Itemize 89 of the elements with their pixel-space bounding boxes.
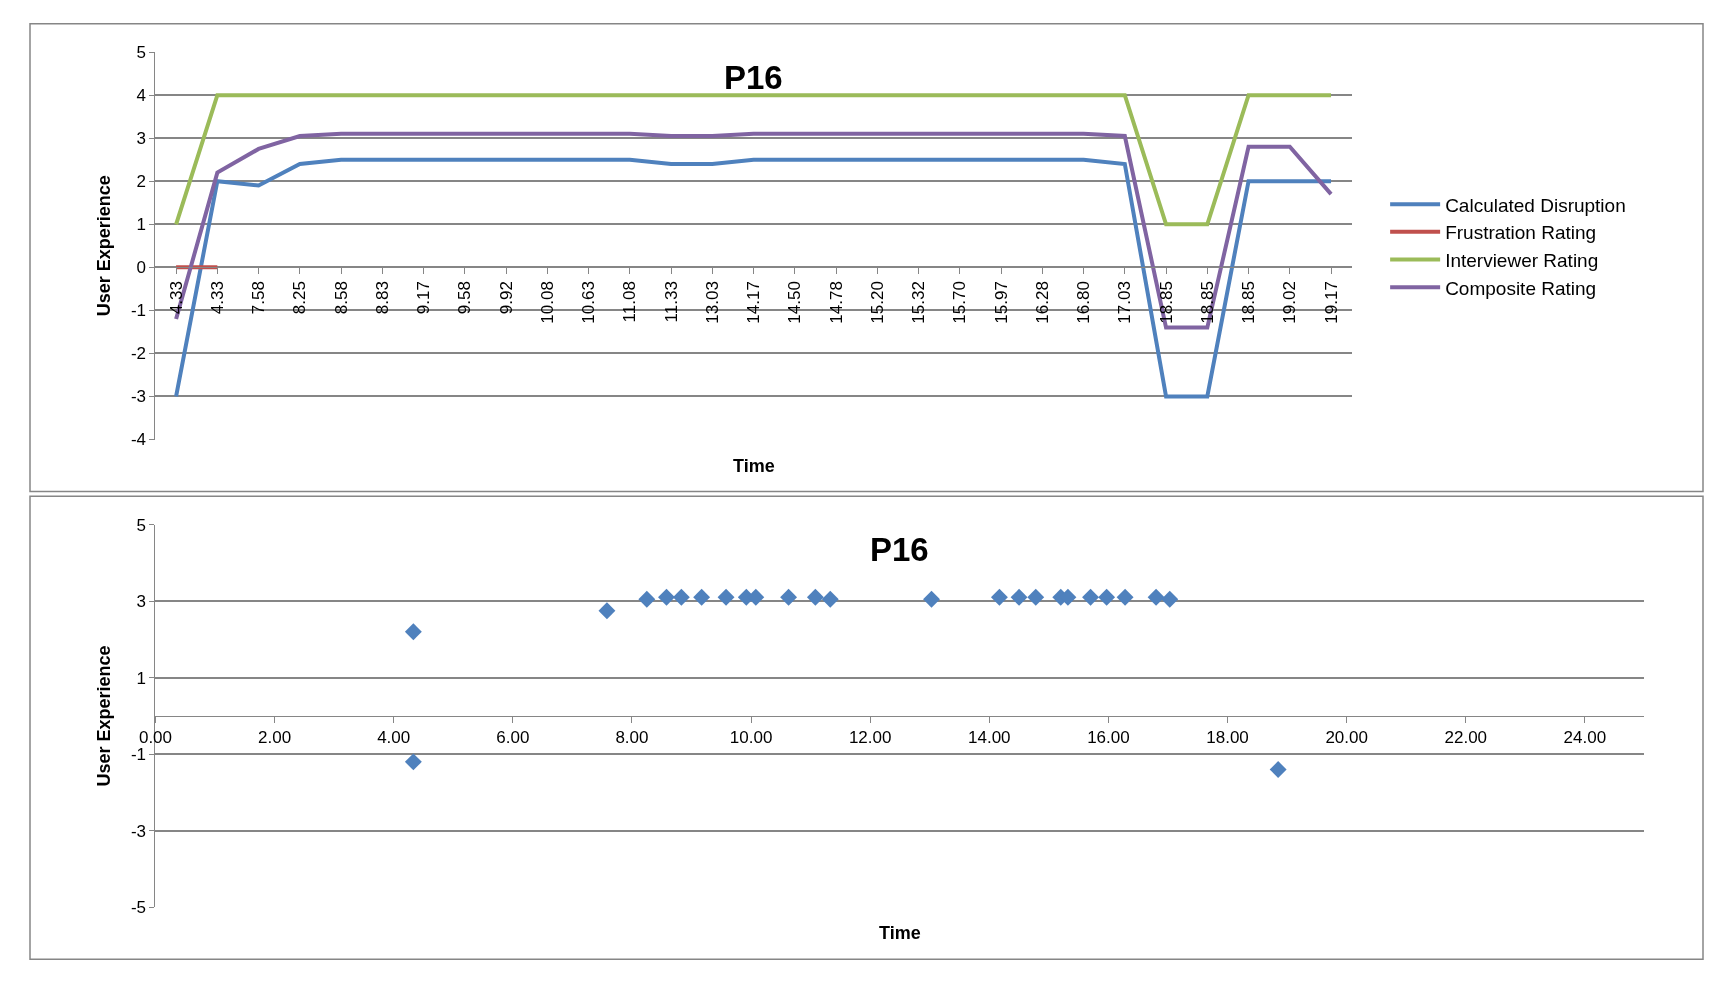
y-tick-label: -3 [130, 821, 147, 841]
x-tick-label: 8.25 [290, 281, 310, 315]
x-tick-label: 18.85 [1197, 281, 1217, 324]
legend-label: Interviewer Rating [1445, 249, 1599, 271]
point [672, 588, 690, 606]
point [1010, 588, 1028, 606]
x-tick-label: 7.58 [249, 281, 269, 315]
x-tick-label: 18.00 [1206, 728, 1249, 748]
x-tick-label: 0.00 [138, 728, 173, 748]
x-tick-label: 19.17 [1321, 281, 1341, 324]
x-tick-label: 4.33 [166, 281, 186, 315]
point [658, 588, 675, 606]
x-tick-label: 18.85 [1239, 281, 1259, 324]
y-tick-label: -3 [130, 387, 147, 407]
point [923, 590, 940, 608]
x-tick-label: 22.00 [1444, 728, 1488, 748]
y-axis-title: User Experience [94, 645, 115, 787]
y-tick-label: 1 [136, 668, 147, 688]
y-tick-label: 3 [136, 592, 147, 612]
y-tick-label: 0 [136, 258, 147, 278]
x-tick-label: 19.02 [1280, 281, 1300, 324]
point [1098, 588, 1116, 606]
x-tick-label: 9.58 [455, 281, 475, 315]
x-tick-label: 16.80 [1074, 281, 1094, 324]
x-tick-label: 11.08 [620, 281, 640, 323]
legend-label: Composite Rating [1445, 277, 1597, 299]
point [1161, 590, 1179, 608]
legend-label: Frustration Rating [1445, 222, 1597, 244]
x-tick-label: 10.08 [537, 281, 557, 324]
y-tick-label: -4 [130, 430, 147, 450]
point [638, 590, 656, 608]
y-tick-label: 3 [136, 129, 147, 149]
x-tick-label: 4.00 [377, 728, 411, 748]
x-tick-label: 14.50 [785, 281, 805, 324]
x-tick-label: 14.17 [744, 281, 764, 324]
y-tick-label: 2 [136, 172, 147, 192]
x-tick-label: 15.32 [909, 281, 929, 324]
x-tick-label: 20.00 [1325, 728, 1368, 748]
point [404, 623, 422, 641]
y-tick-label: -2 [130, 344, 147, 364]
x-tick-label: 16.28 [1032, 281, 1052, 324]
point [1027, 588, 1045, 606]
point [404, 753, 422, 771]
point [780, 588, 798, 606]
y-axis-title: User Experience [94, 175, 115, 317]
x-tick-label: 12.00 [848, 728, 892, 748]
y-tick-label: 5 [136, 43, 147, 63]
y-tick-label: 5 [136, 515, 147, 535]
x-tick-label: 15.70 [950, 281, 970, 324]
y-tick-label: -1 [130, 745, 147, 765]
x-tick-label: 16.00 [1087, 728, 1130, 748]
point [1116, 588, 1134, 606]
y-tick-label: 1 [136, 215, 147, 235]
x-tick-label: 13.03 [702, 281, 722, 324]
legend-label: Calculated Disruption [1445, 194, 1626, 216]
x-tick-label: 10.00 [729, 728, 773, 748]
x-tick-label: 14.00 [968, 728, 1011, 748]
x-tick-label: 15.20 [867, 281, 887, 324]
x-tick-label: 9.92 [496, 281, 516, 315]
point [990, 588, 1008, 606]
y-tick-label: -1 [130, 301, 147, 321]
y-tick-label: 4 [136, 86, 147, 106]
x-tick-label: 6.00 [496, 728, 530, 748]
x-tick-label: 8.00 [615, 728, 649, 748]
x-tick-label: 10.63 [579, 281, 599, 324]
point [598, 602, 616, 620]
x-tick-label: 9.17 [414, 281, 434, 315]
point [806, 588, 824, 606]
x-tick-label: 18.85 [1156, 281, 1176, 324]
chart-title: P16 [724, 59, 783, 96]
x-tick-label: 2.00 [258, 728, 292, 748]
x-tick-label: 15.97 [991, 281, 1011, 324]
x-tick-label: 24.00 [1563, 728, 1607, 748]
point [693, 588, 711, 606]
x-tick-label: 17.03 [1115, 281, 1135, 324]
point [1269, 761, 1287, 778]
chart-title: P16 [870, 531, 929, 568]
x-axis-title: Time [733, 456, 775, 476]
point [1082, 588, 1099, 606]
x-tick-label: 8.83 [372, 281, 392, 315]
x-tick-label: 4.33 [207, 281, 227, 315]
x-axis-title: Time [879, 923, 921, 943]
x-tick-label: 8.58 [331, 281, 351, 315]
x-tick-label: 11.33 [661, 281, 681, 323]
point [1147, 588, 1165, 606]
y-tick-label: -5 [130, 898, 147, 918]
point [717, 588, 735, 606]
point [821, 590, 839, 608]
x-tick-label: 14.78 [826, 281, 846, 324]
